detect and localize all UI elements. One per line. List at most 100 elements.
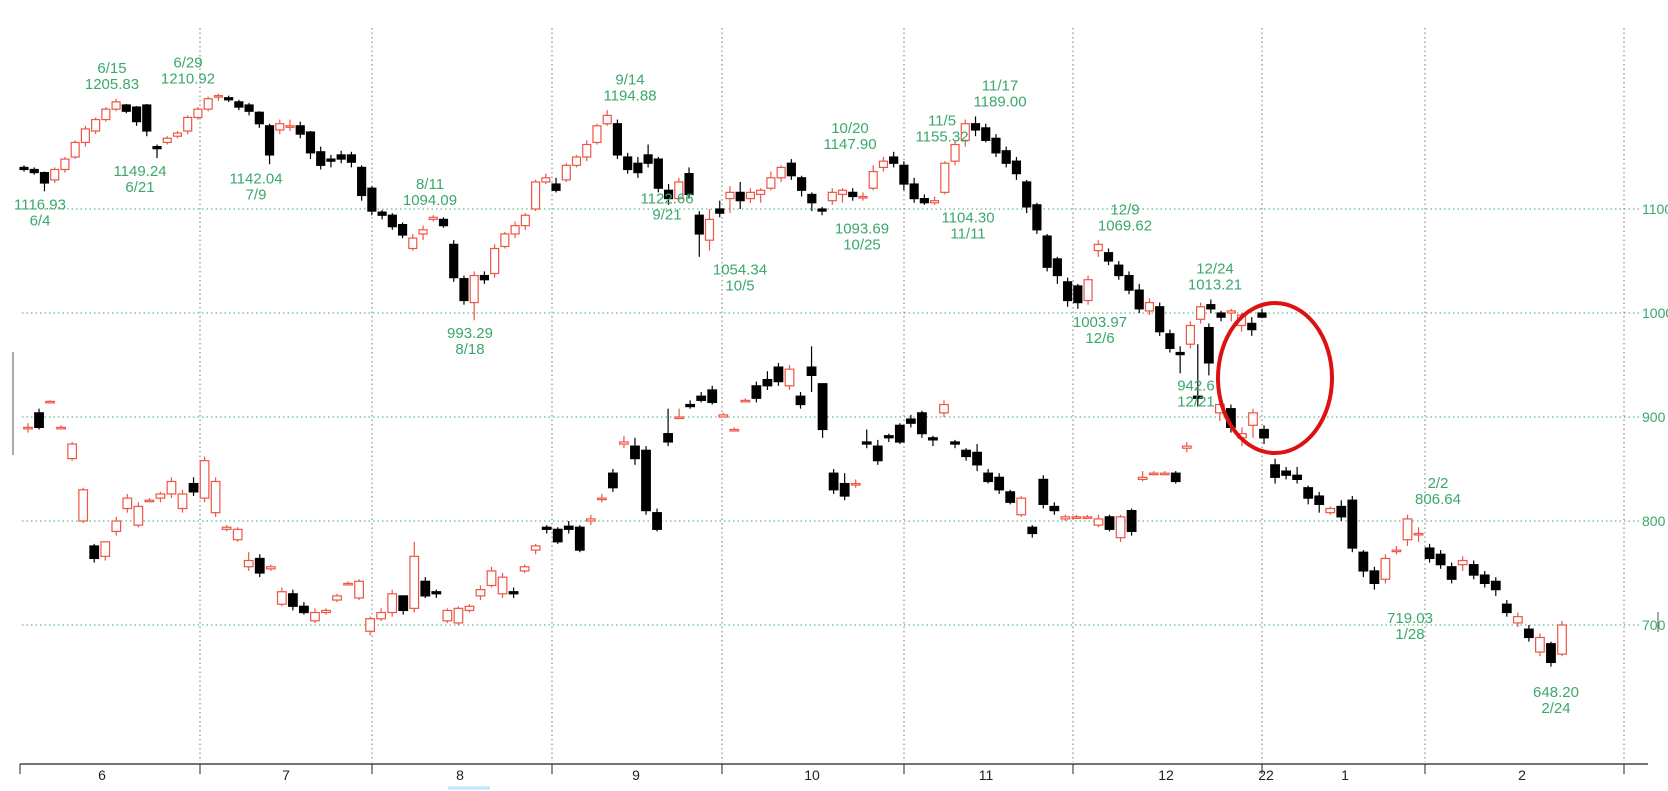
bottom-candle-95 <box>1071 514 1082 519</box>
candle-body <box>479 274 490 281</box>
bottom-candle-47 <box>541 525 552 534</box>
top-candle-100 <box>1042 233 1052 272</box>
top-candle-9 <box>111 98 121 112</box>
x-tick-label-7: 7 <box>282 767 290 783</box>
candle-body <box>1175 351 1185 356</box>
candle-body <box>1115 516 1126 539</box>
top-candle-55 <box>582 140 592 162</box>
annotation-date: 8/11 <box>416 176 444 193</box>
x-tick-label-11: 11 <box>979 767 994 783</box>
annotation-value: 1003.97 <box>1073 314 1127 331</box>
top-candle-77 <box>807 192 817 212</box>
candle-body <box>346 154 356 163</box>
candle-body <box>486 570 497 587</box>
bottom-candle-55 <box>630 437 640 465</box>
top-candle-57 <box>602 110 612 126</box>
bottom-candle-14 <box>177 489 188 513</box>
bottom-candle-78 <box>883 433 894 442</box>
top-candle-120 <box>1247 317 1257 336</box>
candle-body <box>1049 505 1060 512</box>
top-candle-78 <box>817 206 827 216</box>
candle-body <box>244 104 254 112</box>
bottom-candle-125 <box>1402 514 1413 546</box>
bottom-candle-94 <box>1060 514 1071 521</box>
bottom-candle-66 <box>751 381 762 403</box>
bottom-candle-122 <box>1369 566 1380 590</box>
bottom-candle-97 <box>1093 514 1104 528</box>
candle-body <box>1104 516 1115 530</box>
candle-body <box>224 97 234 101</box>
candle-body <box>828 472 839 491</box>
bottom-candle-6 <box>89 543 100 563</box>
bottom-candle-41 <box>475 585 486 601</box>
candle-body <box>596 497 607 501</box>
candle-body <box>585 518 596 522</box>
bottom-candle-4 <box>67 441 78 461</box>
top-candle-95 <box>991 134 1001 157</box>
top-candle-48 <box>510 221 520 239</box>
candle-body <box>111 101 121 110</box>
top-candle-7 <box>91 117 101 135</box>
bottom-candle-59 <box>674 408 685 420</box>
top-candle-47 <box>500 231 510 249</box>
bottom-candle-126 <box>1413 527 1424 542</box>
bottom-candle-112 <box>1259 425 1269 445</box>
annotation-value: 1147.90 <box>823 136 876 153</box>
candle-body <box>1134 289 1144 310</box>
bottom-candle-42 <box>486 566 497 588</box>
candle-body <box>707 389 718 404</box>
annotation-date: 11/17 <box>982 77 1018 94</box>
bottom-candle-88 <box>994 473 1005 494</box>
bottom-candle-77 <box>872 439 883 465</box>
bottom-candle-25 <box>298 602 309 615</box>
bottom-candle-73 <box>828 469 839 494</box>
top-candle-75 <box>786 159 796 180</box>
bottom-candle-130 <box>1457 556 1468 571</box>
candle-body <box>940 162 950 193</box>
candle-body <box>1001 150 1011 164</box>
candle-body <box>354 580 364 599</box>
candle-body <box>254 557 265 574</box>
candle-body <box>766 177 776 189</box>
bottom-annotation-2: 648.202/24 <box>1533 684 1579 717</box>
candle-body <box>972 451 982 466</box>
candle-body <box>861 441 872 445</box>
top-candle-21 <box>234 99 244 111</box>
candle-body <box>60 158 70 171</box>
candle-body <box>983 472 994 483</box>
annotation-date: 12/24 <box>1196 260 1234 277</box>
top-candle-44 <box>469 271 479 321</box>
top-candle-80 <box>837 188 848 203</box>
top-candle-73 <box>766 171 776 191</box>
top-candle-19 <box>213 93 223 101</box>
annotation-value: 1142.04 <box>229 170 282 187</box>
annotation-value: 942.6 <box>1177 378 1215 395</box>
candle-body <box>387 593 398 614</box>
grid-lines <box>22 28 1640 762</box>
candle-body <box>1126 510 1137 533</box>
top-candle-67 <box>704 209 715 251</box>
top-candle-36 <box>387 213 397 230</box>
bottom-candle-10 <box>133 502 144 528</box>
top-candle-6 <box>80 125 90 147</box>
candle-body <box>541 526 552 530</box>
top-candle-27 <box>295 121 305 139</box>
top-candle-12 <box>142 103 152 137</box>
top-candle-28 <box>305 131 316 160</box>
top-candle-116 <box>1206 299 1216 313</box>
bottom-candle-116 <box>1303 485 1314 505</box>
candle-body <box>188 482 199 493</box>
top-candle-72 <box>756 188 766 203</box>
candle-body <box>172 132 183 137</box>
annotation-value: 1116.93 <box>14 196 66 213</box>
candle-body <box>162 137 172 144</box>
bottom-candle-103 <box>1159 471 1170 476</box>
candle-body <box>1216 312 1226 318</box>
bottom-candle-32 <box>376 608 387 621</box>
candle-body <box>623 156 633 171</box>
top-candle-101 <box>1052 256 1062 284</box>
